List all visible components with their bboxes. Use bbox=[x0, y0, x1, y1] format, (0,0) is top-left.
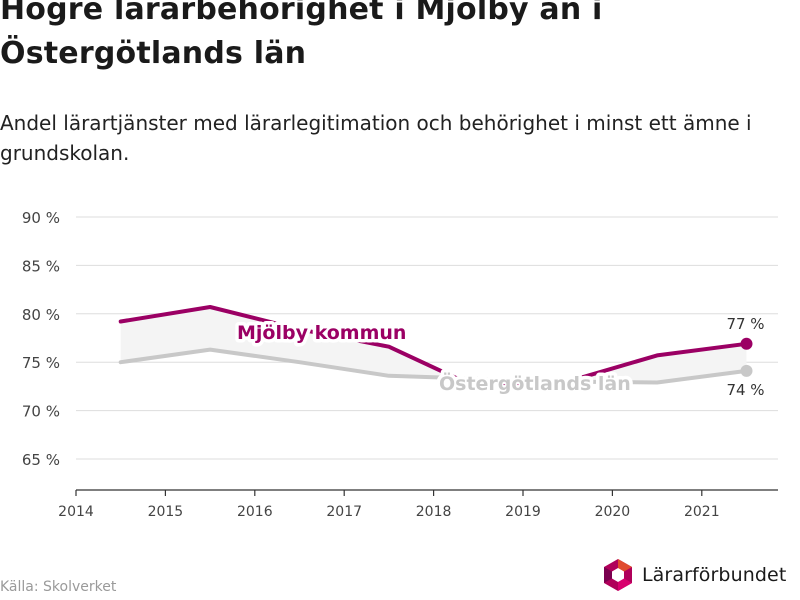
y-tick-label: 70 % bbox=[22, 403, 60, 421]
end-point-ostergotland bbox=[740, 364, 753, 377]
logo-icon bbox=[604, 559, 632, 591]
series-label-ostergotland-halo: Östergötlands län bbox=[439, 371, 631, 395]
y-tick-label: 80 % bbox=[22, 306, 60, 324]
x-tick-label: 2018 bbox=[416, 504, 452, 520]
x-tick-label: 2019 bbox=[505, 504, 541, 520]
series-lines bbox=[118, 305, 753, 391]
x-tick-label: 2016 bbox=[237, 504, 273, 520]
end-label-mjolby: 77 % bbox=[726, 315, 764, 333]
y-tick-label: 75 % bbox=[22, 354, 60, 372]
end-label-ostergotland: 74 % bbox=[726, 381, 764, 399]
y-tick-label: 85 % bbox=[22, 257, 60, 275]
x-tick-label: 2014 bbox=[58, 504, 94, 520]
chart-title: Högre lärarbehörighet i Mjölby än i Öste… bbox=[0, 0, 603, 71]
y-tick-label: 90 % bbox=[22, 209, 60, 227]
x-axis: 2014 2015 2016 2017 2018 2019 2020 2021 bbox=[58, 489, 778, 520]
series-label-ostergotland: Östergötlands län bbox=[439, 371, 631, 395]
y-tick-label: 65 % bbox=[22, 451, 60, 469]
x-tick-label: 2021 bbox=[684, 504, 720, 520]
logo-text: Lärarförbundet bbox=[642, 564, 787, 586]
difference-fill bbox=[120, 307, 747, 389]
series-line-mjolby bbox=[118, 305, 749, 391]
chart-subtitle: Andel lärartjänster med lärarlegitimatio… bbox=[0, 111, 752, 165]
x-tick-label: 2015 bbox=[148, 504, 184, 520]
difference-area bbox=[120, 307, 747, 389]
source-note: Källa: Skolverket bbox=[0, 579, 117, 595]
series-label-mjolby: Mjölby kommun bbox=[237, 322, 406, 344]
series-label-mjolby-halo: Mjölby kommun bbox=[237, 322, 406, 344]
x-tick-label: 2017 bbox=[326, 504, 362, 520]
x-tick-label: 2020 bbox=[595, 504, 631, 520]
series-line-ostergotland bbox=[118, 347, 749, 385]
brand-logo: Lärarförbundet bbox=[602, 558, 786, 592]
end-point-mjolby bbox=[740, 337, 753, 350]
